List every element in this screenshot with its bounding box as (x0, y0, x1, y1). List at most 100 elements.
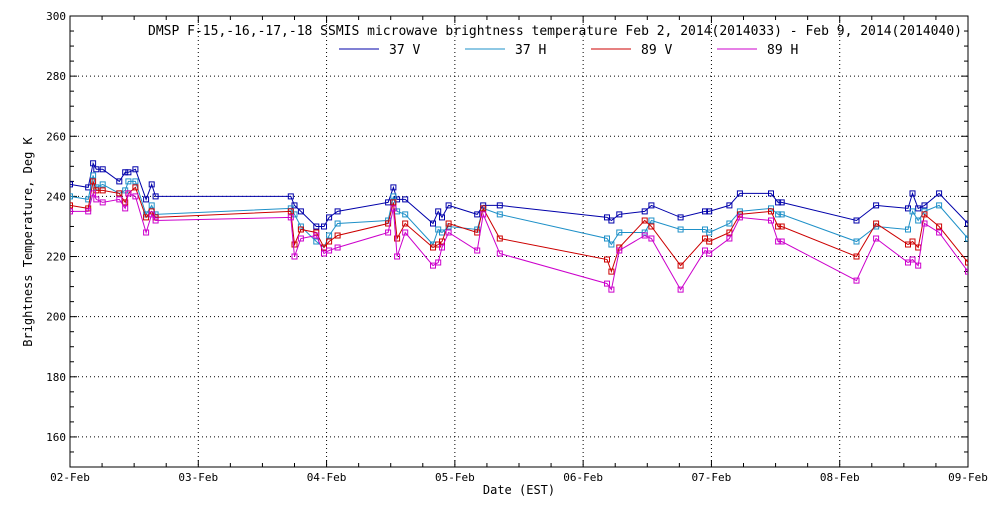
data-point (775, 238, 782, 245)
data-point (90, 160, 97, 167)
y-tick-label: 280 (46, 70, 66, 83)
data-point (93, 166, 100, 173)
data-point (706, 208, 713, 215)
data-point (921, 220, 928, 227)
data-point (965, 268, 968, 275)
data-point (775, 223, 782, 230)
data-point (148, 202, 155, 209)
data-point (143, 229, 150, 236)
data-point (965, 259, 968, 266)
data-point (402, 211, 409, 218)
y-axis-label: Brightness Temperature, Deg K (21, 136, 35, 346)
data-point (853, 238, 860, 245)
data-point (648, 202, 655, 209)
data-point (287, 214, 294, 221)
data-point (778, 223, 785, 230)
data-point (775, 199, 782, 206)
data-point (125, 190, 132, 197)
data-point (726, 235, 733, 242)
data-point (297, 235, 304, 242)
data-point (616, 211, 623, 218)
data-point (402, 229, 409, 236)
data-point (313, 223, 320, 230)
data-point (390, 205, 397, 212)
data-point (445, 220, 452, 227)
data-point (853, 253, 860, 260)
x-tick-label: 03-Feb (178, 471, 218, 484)
x-axis-label: Date (EST) (483, 483, 555, 497)
data-point (439, 214, 445, 221)
data-point (439, 229, 445, 236)
data-point (125, 169, 132, 176)
data-point (297, 208, 304, 215)
data-point (152, 217, 159, 224)
y-tick-label: 240 (46, 190, 66, 203)
series-89-h (70, 190, 968, 293)
data-point (909, 190, 916, 197)
data-point (385, 229, 392, 236)
data-point (143, 214, 150, 221)
data-point (608, 268, 615, 275)
data-point (706, 250, 713, 257)
data-point (873, 220, 880, 227)
data-point (702, 208, 708, 215)
data-point (496, 235, 503, 242)
data-point (915, 205, 922, 212)
data-point (736, 190, 743, 197)
data-point (430, 220, 436, 227)
data-point (70, 193, 73, 200)
data-point (90, 178, 97, 185)
data-point (70, 202, 73, 209)
y-tick-label: 180 (46, 371, 66, 384)
data-point (99, 166, 106, 173)
data-point (936, 229, 943, 236)
legend-label-37-h: 37 H (515, 43, 546, 58)
y-tick-label: 300 (46, 10, 66, 23)
data-point (334, 232, 341, 239)
data-point (853, 217, 860, 224)
data-point (604, 280, 610, 287)
data-point (921, 211, 928, 218)
data-point (99, 187, 106, 194)
data-point (122, 199, 129, 206)
data-point (326, 214, 333, 221)
data-point (385, 220, 392, 227)
data-point (474, 211, 481, 218)
data-point (604, 256, 610, 263)
data-point (85, 208, 92, 215)
chart-title: DMSP F-15,-16,-17,-18 SSMIS microwave br… (148, 24, 962, 39)
data-point (480, 205, 487, 212)
data-point (616, 247, 623, 254)
data-point (778, 199, 785, 206)
data-point (326, 247, 333, 254)
data-point (608, 286, 615, 293)
data-point (390, 184, 397, 191)
data-point (677, 262, 684, 269)
data-point (921, 202, 928, 209)
data-point (768, 217, 774, 224)
data-point (439, 244, 445, 251)
data-point (93, 196, 100, 203)
data-point (116, 178, 123, 185)
data-point (706, 238, 713, 245)
legend-label-89-h: 89 H (767, 43, 798, 58)
x-tick-label: 08-Feb (820, 471, 860, 484)
x-tick-label: 04-Feb (307, 471, 347, 484)
data-point (726, 202, 733, 209)
data-point (608, 241, 615, 248)
data-point (648, 235, 655, 242)
data-point (291, 241, 298, 248)
data-point (474, 247, 481, 254)
data-point (915, 217, 922, 224)
data-point (334, 244, 341, 251)
data-point (677, 226, 684, 233)
x-tick-label: 02-Feb (50, 471, 90, 484)
data-point (402, 220, 409, 227)
data-point (445, 229, 452, 236)
data-point (99, 181, 106, 188)
data-point (326, 238, 333, 245)
data-point (116, 190, 123, 197)
data-point (936, 190, 943, 197)
